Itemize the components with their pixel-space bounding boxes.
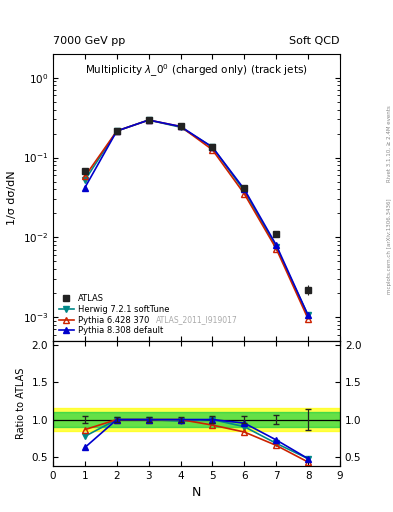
Y-axis label: Ratio to ATLAS: Ratio to ATLAS	[16, 368, 26, 439]
Text: ATLAS_2011_I919017: ATLAS_2011_I919017	[156, 315, 237, 324]
Y-axis label: 1/σ dσ/dN: 1/σ dσ/dN	[7, 170, 17, 225]
Legend: ATLAS, Herwig 7.2.1 softTune, Pythia 6.428 370, Pythia 8.308 default: ATLAS, Herwig 7.2.1 softTune, Pythia 6.4…	[57, 292, 171, 337]
Bar	[53, 412, 340, 427]
Text: Multiplicity $\lambda\_0^0$ (charged only) (track jets): Multiplicity $\lambda\_0^0$ (charged onl…	[85, 62, 308, 79]
Bar	[53, 409, 340, 431]
Text: Rivet 3.1.10, ≥ 2.4M events: Rivet 3.1.10, ≥ 2.4M events	[387, 105, 391, 182]
Text: Soft QCD: Soft QCD	[290, 36, 340, 46]
Text: 7000 GeV pp: 7000 GeV pp	[53, 36, 125, 46]
Text: mcplots.cern.ch [arXiv:1306.3436]: mcplots.cern.ch [arXiv:1306.3436]	[387, 198, 391, 293]
X-axis label: N: N	[192, 486, 201, 499]
